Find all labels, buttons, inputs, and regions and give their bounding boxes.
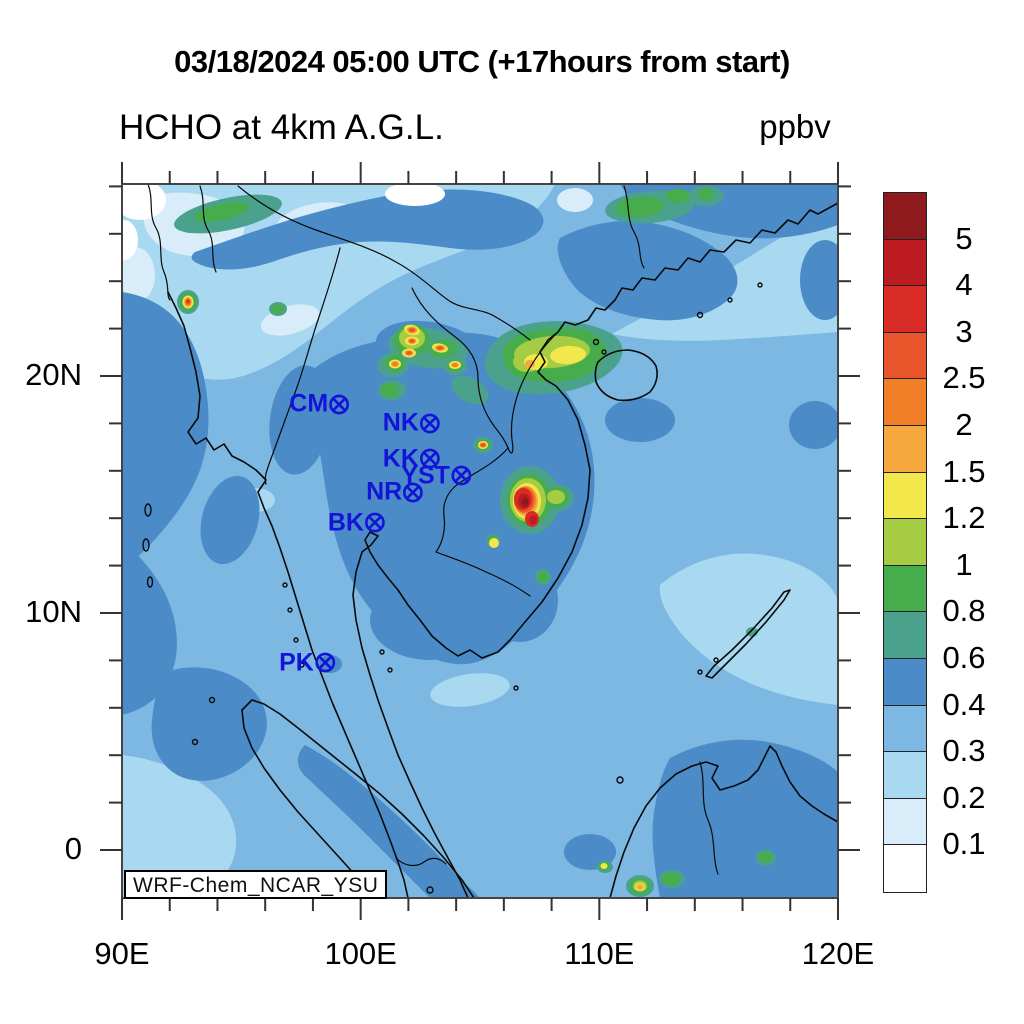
x-tick-label-110E: 110E [564,936,635,971]
circle-cross-marker-icon [419,413,440,434]
colorbar-label-0.4: 0.4 [942,686,986,722]
colorbar-block-4 [884,239,926,287]
colorbar-block-0.6 [884,612,926,659]
colorbar-block-2.5 [884,332,926,380]
station-label-BK: BK [327,508,364,537]
figure-timestamp-title: 03/18/2024 05:00 UTC (+17hours from star… [174,44,790,79]
circle-cross-marker-icon [314,652,335,673]
colorbar-label-0.2: 0.2 [942,779,986,815]
x-tick-label-100E: 100E [324,936,397,971]
colorbar-block-1 [884,519,926,566]
colorbar-label-0.6: 0.6 [942,640,986,675]
colorbar-label-2: 2 [955,407,973,442]
x-tick-label-120E: 120E [801,936,875,971]
circle-cross-marker-icon [329,394,350,415]
station-KK: KK [383,444,443,473]
circle-cross-marker-icon [419,449,440,469]
station-BK: BK [328,508,388,537]
y-tick-label-10N: 10N [25,594,82,629]
station-NK: NK [383,409,443,438]
station-label-NK: NK [382,408,419,437]
model-label-box: WRF-Chem_NCAR_YSU [124,870,388,899]
circle-cross-marker-icon [451,465,471,486]
colorbar-block-3 [884,286,926,333]
station-PK: PK [279,648,338,677]
colorbar-label-0.3: 0.3 [942,733,986,769]
y-tick-label-20N: 20N [25,357,82,392]
colorbar-label-3: 3 [955,313,973,349]
station-label-PK: PK [279,648,314,677]
country-borders [147,184,719,875]
station-label-CM: CM [289,389,329,418]
colorbar-label-5: 5 [955,220,973,256]
colorbar [883,192,927,893]
colorbar-block-0.4 [884,658,926,706]
station-NR: NR [366,478,426,507]
circle-cross-marker-icon [403,482,424,503]
colorbar-block-1.2 [884,472,926,520]
colorbar-block-5 [884,193,926,240]
model-label: WRF-Chem_NCAR_YSU [133,874,379,897]
coastlines [142,202,838,898]
colorbar-label-0.1: 0.1 [942,826,986,862]
colorbar-block-min [884,845,926,892]
station-CM: CM [289,390,352,419]
station-label-KK: KK [382,444,419,473]
colorbar-block-1.5 [884,425,926,473]
map-frame [121,183,839,899]
colorbar-label-1.5: 1.5 [942,453,986,489]
variable-title: HCHO at 4km A.G.L. [119,108,444,147]
colorbar-label-0.8: 0.8 [942,593,986,629]
colorbar-block-2 [884,379,926,426]
units-label: ppbv [759,108,831,145]
colorbar-block-0.2 [884,752,926,799]
colorbar-label-1: 1 [955,546,973,582]
colorbar-label-4: 4 [955,267,973,303]
colorbar-block-0.3 [884,705,926,753]
y-tick-label-0: 0 [64,831,82,866]
station-label-NR: NR [366,477,403,506]
contour-field [122,184,838,898]
x-tick-label-90E: 90E [94,936,150,971]
colorbar-block-0.8 [884,565,926,613]
axis-ticks [100,162,860,920]
colorbar-block-0.1 [884,798,926,846]
circle-cross-marker-icon [365,513,385,533]
colorbar-label-1.2: 1.2 [942,500,986,536]
colorbar-label-2.5: 2.5 [942,360,986,396]
